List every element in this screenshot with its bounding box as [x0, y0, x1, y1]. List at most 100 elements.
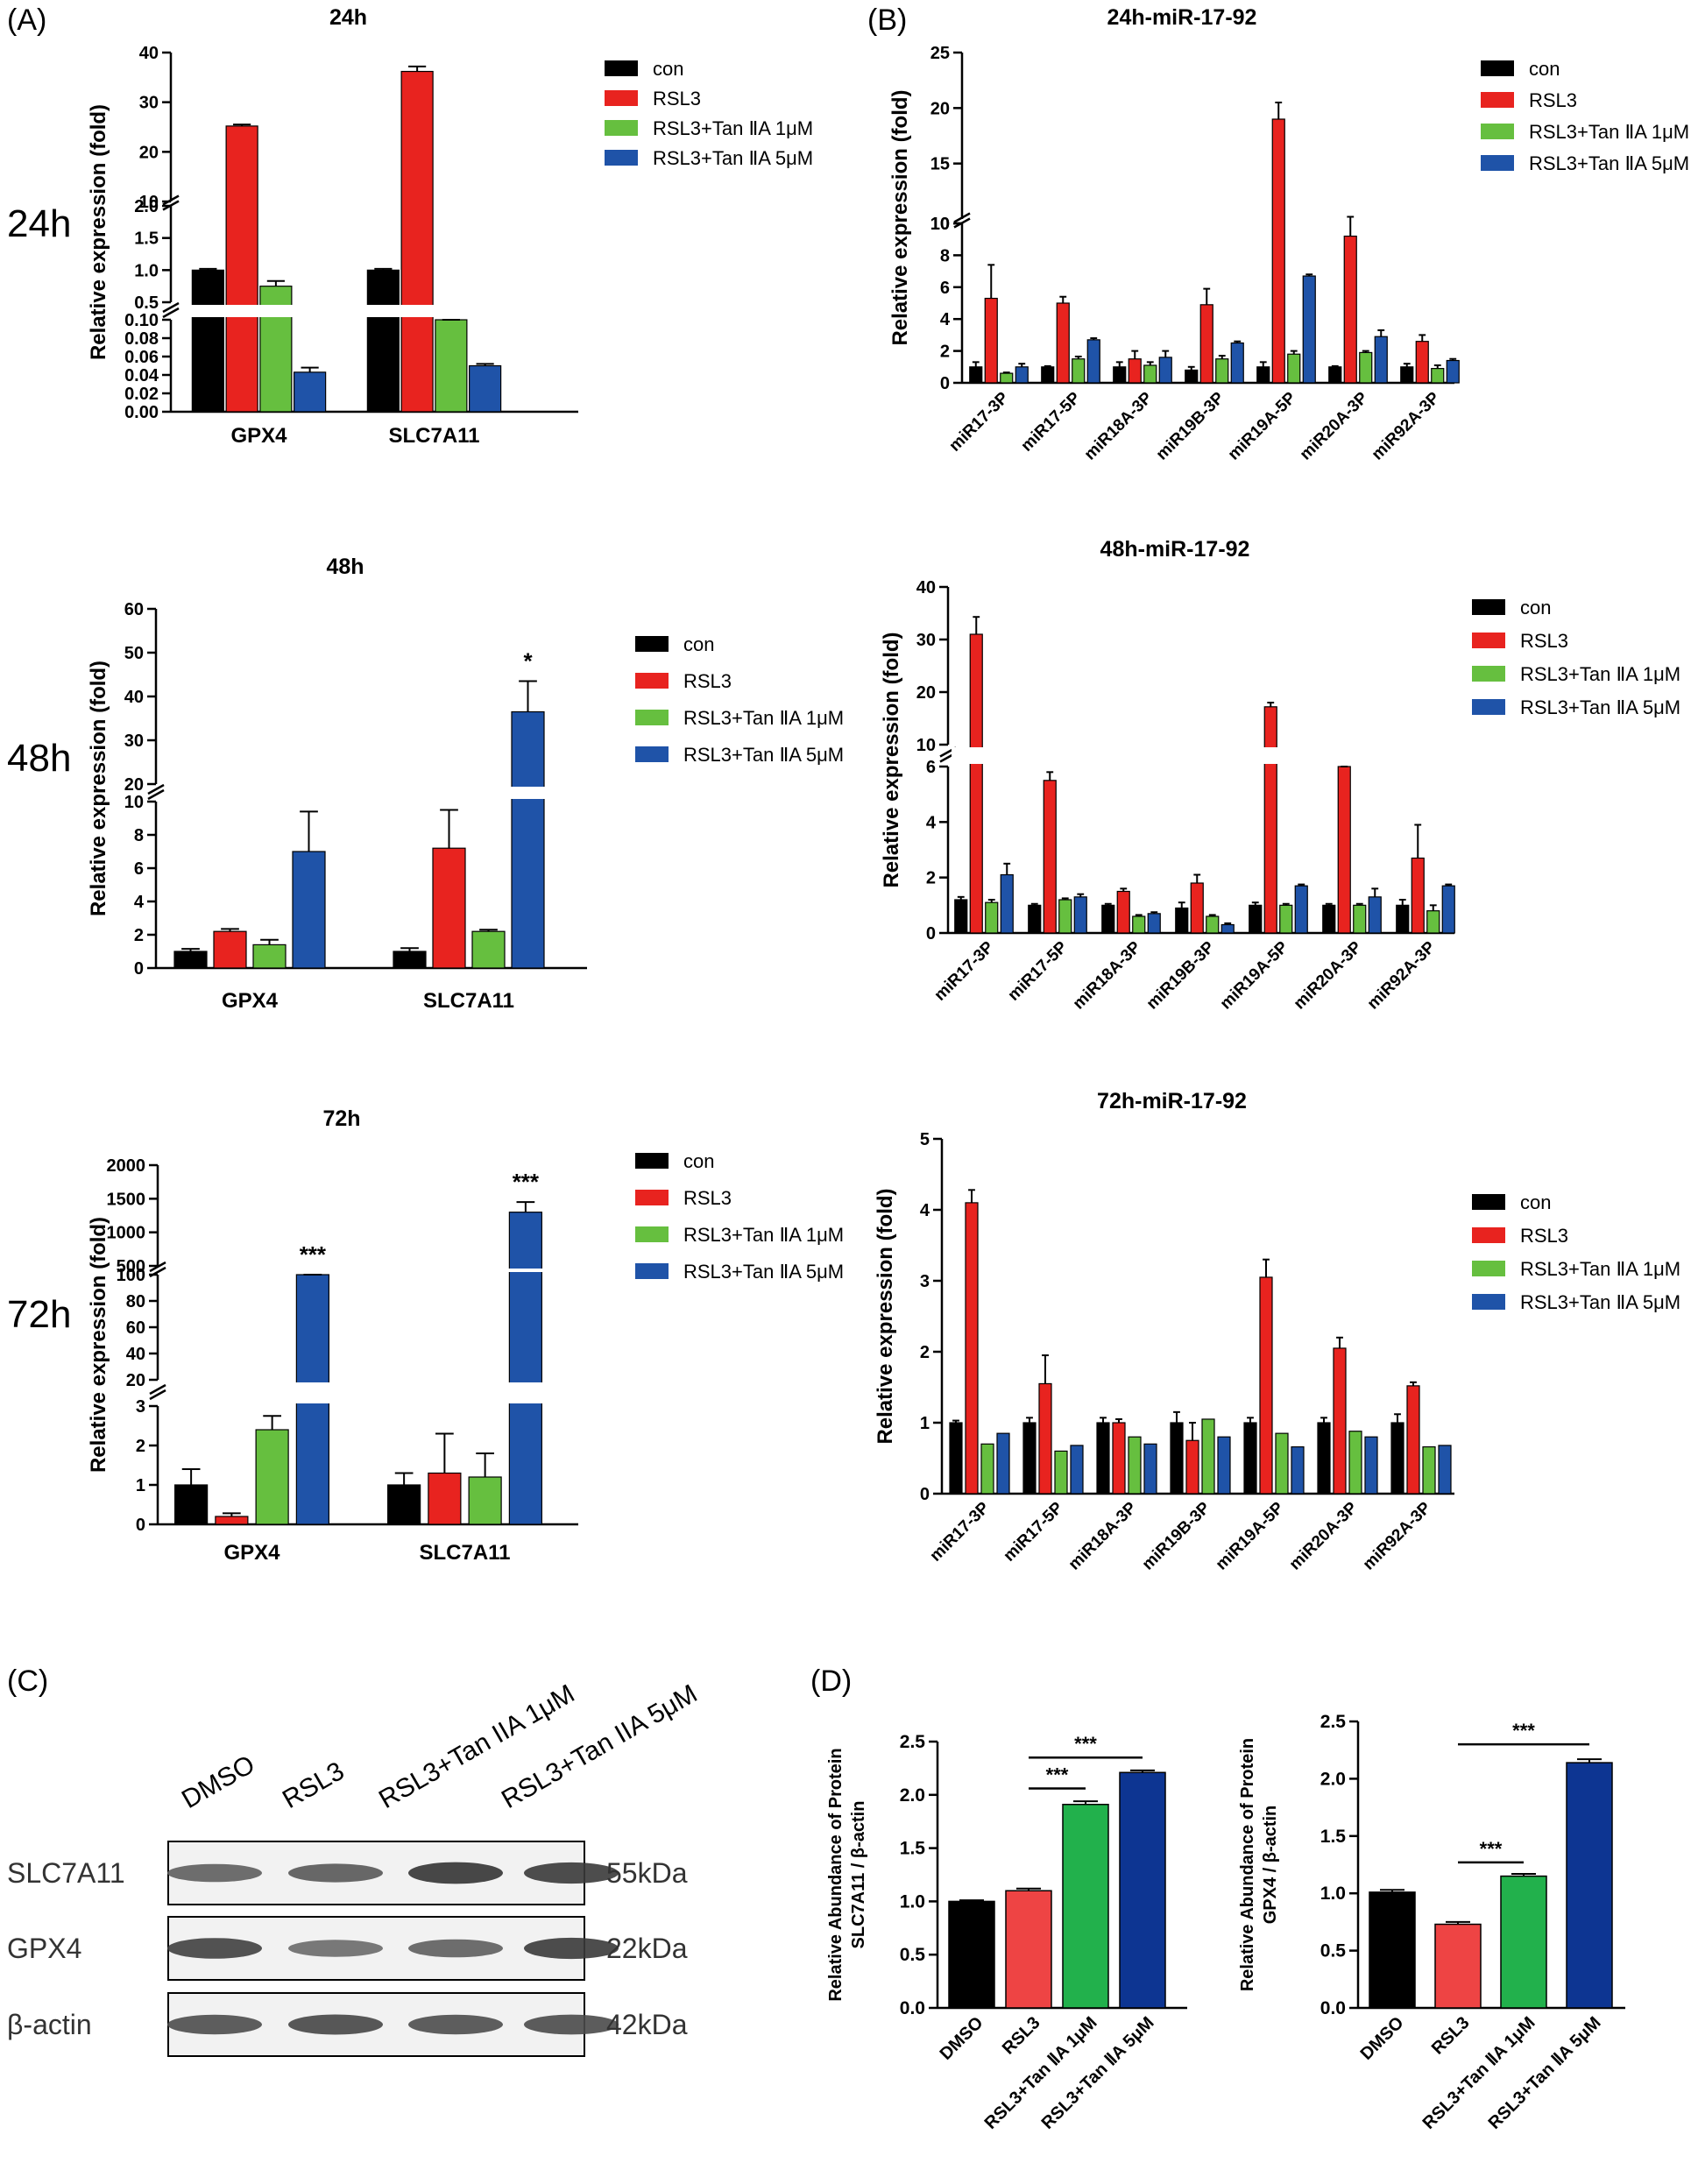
bar-tan-5um — [1073, 896, 1087, 934]
y-tick-label: 20 — [126, 1371, 145, 1390]
bar-con — [1328, 366, 1342, 384]
legend-label: RSL3+Tan ⅡA 1μM — [1520, 1258, 1680, 1280]
axis-break-gap — [382, 1382, 548, 1403]
y-axis-label: Relative Abundance of Protein — [826, 1748, 846, 2001]
y-tick-label: 20 — [124, 775, 144, 795]
bar-con — [173, 951, 208, 969]
lane-label: RSL3 — [278, 1756, 349, 1814]
blot-band — [288, 1863, 383, 1883]
bar-tan-1um — [471, 930, 506, 969]
bar-rsl3 — [1038, 1382, 1052, 1495]
bar-rsl3 — [969, 633, 983, 934]
x-tick-label: GPX4 — [223, 1541, 280, 1565]
bar-con — [1400, 366, 1414, 384]
axis-break-gap — [1172, 747, 1237, 764]
y-tick-label: 10 — [930, 215, 950, 234]
lane-label: RSL3+Tan IIA 5μM — [497, 1679, 702, 1814]
y-tick-label: 60 — [124, 600, 144, 619]
y-tick-label: 0 — [134, 959, 144, 979]
bar-con — [1390, 1422, 1404, 1495]
legend-swatch — [1472, 1294, 1505, 1310]
legend-swatch — [1472, 633, 1505, 648]
x-tick-label: miR17-3P — [930, 937, 997, 1004]
bar — [948, 1900, 995, 2009]
y-tick-label: 4 — [920, 1201, 930, 1220]
bar-rsl3 — [1411, 857, 1425, 934]
bar-tan-5um — [1302, 275, 1316, 384]
significance-marker: *** — [1480, 1838, 1503, 1860]
bar-tan-5um — [1015, 366, 1029, 384]
y-tick-label: 2.0 — [1320, 1769, 1346, 1789]
legend-swatch — [635, 1226, 669, 1242]
x-tick-label: GPX4 — [222, 989, 279, 1013]
legend-swatch — [635, 636, 669, 652]
legend-swatch — [1472, 699, 1505, 715]
axis-break-gap — [952, 747, 1016, 764]
bar-tan-1um — [1359, 351, 1373, 384]
legend-label: con — [1529, 58, 1560, 80]
legend-swatch — [635, 1153, 669, 1169]
axis-break-gap — [189, 305, 329, 317]
legend-label: con — [1520, 1191, 1551, 1213]
y-tick-label: 10 — [916, 736, 936, 755]
bar-rsl3 — [432, 847, 466, 969]
bar-tan-5um — [1086, 339, 1100, 384]
legend-swatch — [1472, 1227, 1505, 1243]
legend-label: RSL3+Tan ⅡA 5μM — [1520, 1291, 1680, 1313]
bar-tan-5um — [996, 1432, 1010, 1495]
chart-title: 24h — [329, 5, 367, 30]
axis-break-gap — [1393, 747, 1458, 764]
legend-swatch — [1472, 666, 1505, 682]
y-tick-label: 0.08 — [124, 329, 159, 349]
x-tick-label: RSL3+Tan ⅡA 5μM — [1038, 2013, 1158, 2133]
x-tick-label: SLC7A11 — [419, 1541, 510, 1565]
y-tick-label: 15 — [930, 155, 950, 174]
y-tick-label: 0.5 — [1320, 1941, 1347, 1961]
legend-label: con — [683, 633, 714, 655]
bar-tan-5um — [1441, 885, 1455, 934]
legend-swatch — [1481, 124, 1514, 139]
axis-break-gap — [169, 1269, 335, 1272]
chart-slc7a11-protein: Relative Abundance of Protein SLC7A11 / β… — [826, 1732, 1187, 2133]
axis-break-mark — [147, 783, 165, 801]
chart-title: 72h-miR-17-92 — [1097, 1089, 1247, 1113]
row-label-48h: 48h — [7, 737, 71, 780]
blot-band — [408, 1939, 503, 1958]
bar-con — [1256, 366, 1270, 384]
y-tick-label: 0.02 — [124, 385, 159, 404]
y-axis-label: GPX4 / β-actin — [1261, 1806, 1280, 1925]
bar-con — [191, 269, 224, 413]
bar — [1005, 1890, 1052, 2009]
y-tick-label: 1000 — [107, 1224, 146, 1243]
y-axis-label: Relative Abundance of Protein — [1238, 1738, 1257, 1991]
bar-tan-5um — [1158, 357, 1172, 384]
axis-break-mark — [162, 301, 180, 319]
bar-rsl3 — [1343, 235, 1357, 384]
bar-tan-5um — [1374, 336, 1388, 384]
bar-con — [387, 1484, 421, 1525]
y-tick-label: 0 — [920, 1485, 930, 1504]
bar-tan-5um — [1147, 913, 1161, 934]
y-tick-label: 0.0 — [900, 1998, 925, 2018]
significance-marker: * — [523, 648, 533, 675]
y-tick-label: 60 — [126, 1318, 145, 1338]
y-tick-label: 40 — [126, 1345, 145, 1364]
y-tick-label: 2 — [134, 926, 144, 945]
y-tick-label: 3 — [920, 1272, 930, 1291]
bar-con — [1243, 1422, 1257, 1495]
y-tick-label: 20 — [930, 99, 950, 118]
legend-label: RSL3+Tan ⅡA 1μM — [683, 1224, 844, 1246]
lane-label: RSL3+Tan IIA 1μM — [374, 1679, 579, 1814]
x-tick-label: miR20A-3P — [1286, 1498, 1362, 1573]
bar-rsl3 — [428, 1472, 462, 1525]
legend-swatch — [1472, 1261, 1505, 1276]
bar — [1500, 1875, 1547, 2009]
panel-label-c: (C) — [7, 1665, 48, 1698]
bar-tan-5um — [1217, 1436, 1231, 1495]
bar-tan-5um — [1230, 342, 1244, 384]
y-axis-label: Relative expression (fold) — [87, 1217, 110, 1473]
blot-band — [288, 1940, 383, 1957]
bar-tan-1um — [1348, 1431, 1362, 1495]
bar-tan-1um — [985, 901, 999, 934]
legend-label: RSL3 — [1520, 630, 1568, 652]
